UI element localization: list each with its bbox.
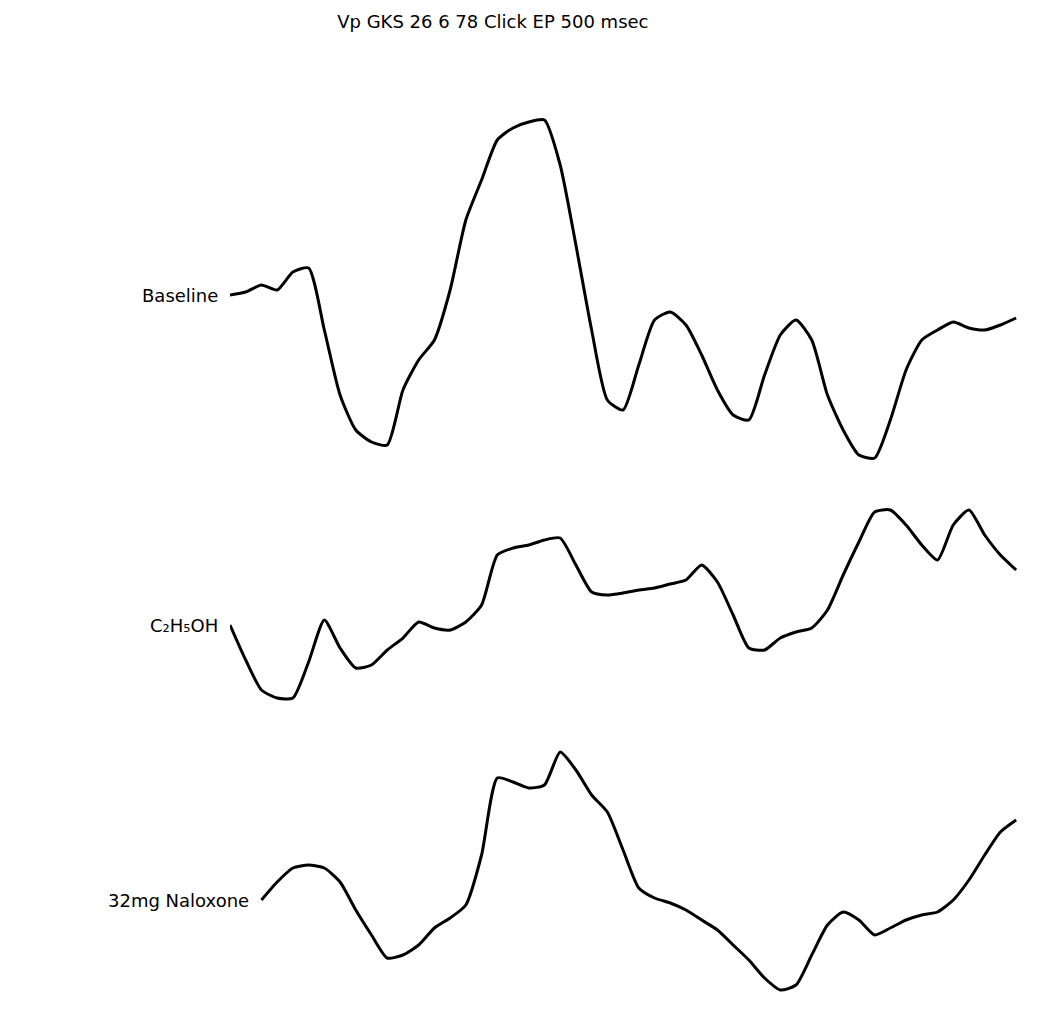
svg-text:C₂H₅OH: C₂H₅OH [150, 615, 218, 636]
svg-text:Vp GKS 26 6 78 Click EP 500 ms: Vp GKS 26 6 78 Click EP 500 msec [337, 11, 648, 32]
svg-text:32mg Naloxone: 32mg Naloxone [108, 890, 249, 911]
svg-text:Baseline: Baseline [142, 285, 218, 306]
